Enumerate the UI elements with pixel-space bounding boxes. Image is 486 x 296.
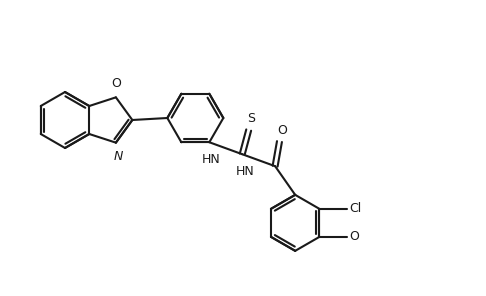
Text: O: O: [349, 230, 359, 243]
Text: O: O: [278, 123, 287, 136]
Text: HN: HN: [236, 165, 255, 178]
Text: HN: HN: [202, 153, 221, 166]
Text: O: O: [111, 77, 121, 90]
Text: Cl: Cl: [349, 202, 362, 215]
Text: N: N: [113, 150, 122, 163]
Text: S: S: [247, 112, 255, 125]
